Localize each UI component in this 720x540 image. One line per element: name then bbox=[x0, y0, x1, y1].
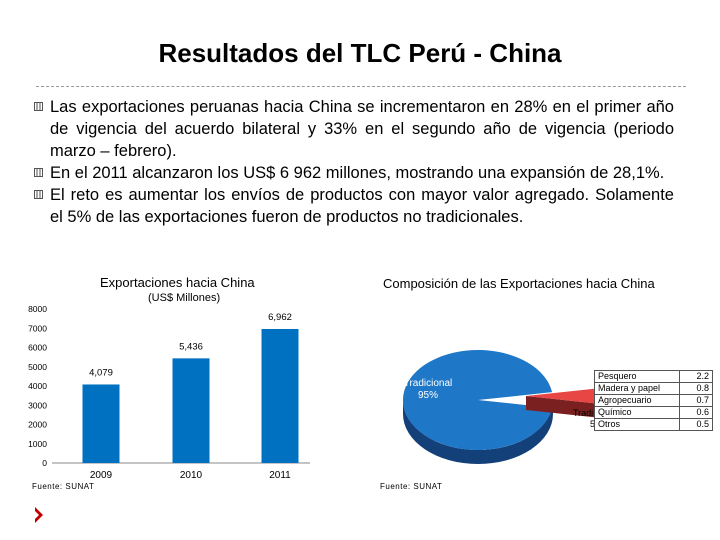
bullet-icon bbox=[34, 190, 43, 199]
pie-slice-tradicional bbox=[403, 349, 553, 450]
table-cell-value: 0.5 bbox=[679, 418, 713, 431]
y-tick-label: 5000 bbox=[28, 362, 47, 372]
bar-data-label: 6,962 bbox=[268, 312, 292, 323]
bar-data-label: 5,436 bbox=[179, 341, 203, 352]
title-divider bbox=[36, 86, 686, 87]
table-cell-name: Pesquero bbox=[594, 370, 680, 383]
bullet-list: Las exportaciones peruanas hacia China s… bbox=[34, 96, 674, 228]
table-cell-value: 0.6 bbox=[679, 406, 713, 419]
table-cell-name: Madera y papel bbox=[594, 382, 680, 395]
pie-label-fragment: 5 bbox=[590, 419, 595, 429]
bar-chart-source: Fuente: SUNAT bbox=[32, 482, 95, 491]
pie-chart-title: Composición de las Exportaciones hacia C… bbox=[383, 276, 655, 291]
y-tick-label: 8000 bbox=[28, 304, 47, 314]
table-cell-name: Agropecuario bbox=[594, 394, 680, 407]
bar-chart-subtitle: (US$ Millones) bbox=[148, 292, 221, 304]
table-cell-name: Otros bbox=[594, 418, 680, 431]
slide-title: Resultados del TLC Perú - China bbox=[158, 38, 562, 68]
y-tick-label: 6000 bbox=[28, 343, 47, 353]
table-row: Agropecuario 0.7 bbox=[594, 394, 713, 407]
y-tick-label: 2000 bbox=[28, 420, 47, 430]
bullet-item: En el 2011 alcanzaron los US$ 6 962 mill… bbox=[34, 162, 674, 184]
table-cell-value: 0.7 bbox=[679, 394, 713, 407]
bullet-icon bbox=[34, 168, 43, 177]
bullet-text: El reto es aumentar los envíos de produc… bbox=[50, 186, 674, 226]
slide-marker-icon bbox=[35, 507, 43, 523]
table-row: Químico 0.6 bbox=[594, 406, 713, 419]
x-tick-label: 2011 bbox=[269, 470, 291, 481]
bar-2009 bbox=[82, 384, 120, 463]
pie-slice-depth bbox=[526, 396, 601, 418]
pie-detail-table: Pesquero 2.2 Madera y papel 0.8 Agropecu… bbox=[594, 370, 713, 431]
bar-2010 bbox=[172, 358, 210, 463]
y-tick-label: 3000 bbox=[28, 400, 47, 410]
table-cell-value: 2.2 bbox=[679, 370, 713, 383]
bar-data-label: 4,079 bbox=[89, 367, 113, 378]
bullet-icon bbox=[34, 102, 43, 111]
pie-chart-source: Fuente: SUNAT bbox=[380, 482, 443, 491]
pie-label-fragment: Tradi bbox=[573, 408, 593, 418]
bar-2011 bbox=[261, 328, 299, 463]
x-tick-label: 2010 bbox=[180, 470, 203, 481]
table-row: Otros 0.5 bbox=[594, 418, 713, 431]
y-tick-label: 1000 bbox=[28, 439, 47, 449]
table-row: Madera y papel 0.8 bbox=[594, 382, 713, 395]
table-cell-name: Químico bbox=[594, 406, 680, 419]
table-row: Pesquero 2.2 bbox=[594, 370, 713, 383]
pie-pct-tradicional: 95% bbox=[418, 390, 438, 401]
bullet-item: El reto es aumentar los envíos de produc… bbox=[34, 184, 674, 228]
x-tick-label: 2009 bbox=[90, 470, 113, 481]
pie-slice-no-tradicional bbox=[526, 388, 601, 404]
pie-slice-depth bbox=[403, 400, 553, 464]
bullet-text: Las exportaciones peruanas hacia China s… bbox=[50, 98, 674, 160]
bullet-item: Las exportaciones peruanas hacia China s… bbox=[34, 96, 674, 162]
bullet-text: En el 2011 alcanzaron los US$ 6 962 mill… bbox=[50, 164, 665, 182]
table-cell-value: 0.8 bbox=[679, 382, 713, 395]
y-tick-label: 7000 bbox=[28, 323, 47, 333]
pie-label-tradicional: Tradicional bbox=[404, 378, 453, 389]
y-tick-label: 4000 bbox=[28, 381, 47, 391]
y-tick-label: 0 bbox=[42, 458, 47, 468]
bar-chart-title: Exportaciones hacia China bbox=[100, 275, 255, 290]
